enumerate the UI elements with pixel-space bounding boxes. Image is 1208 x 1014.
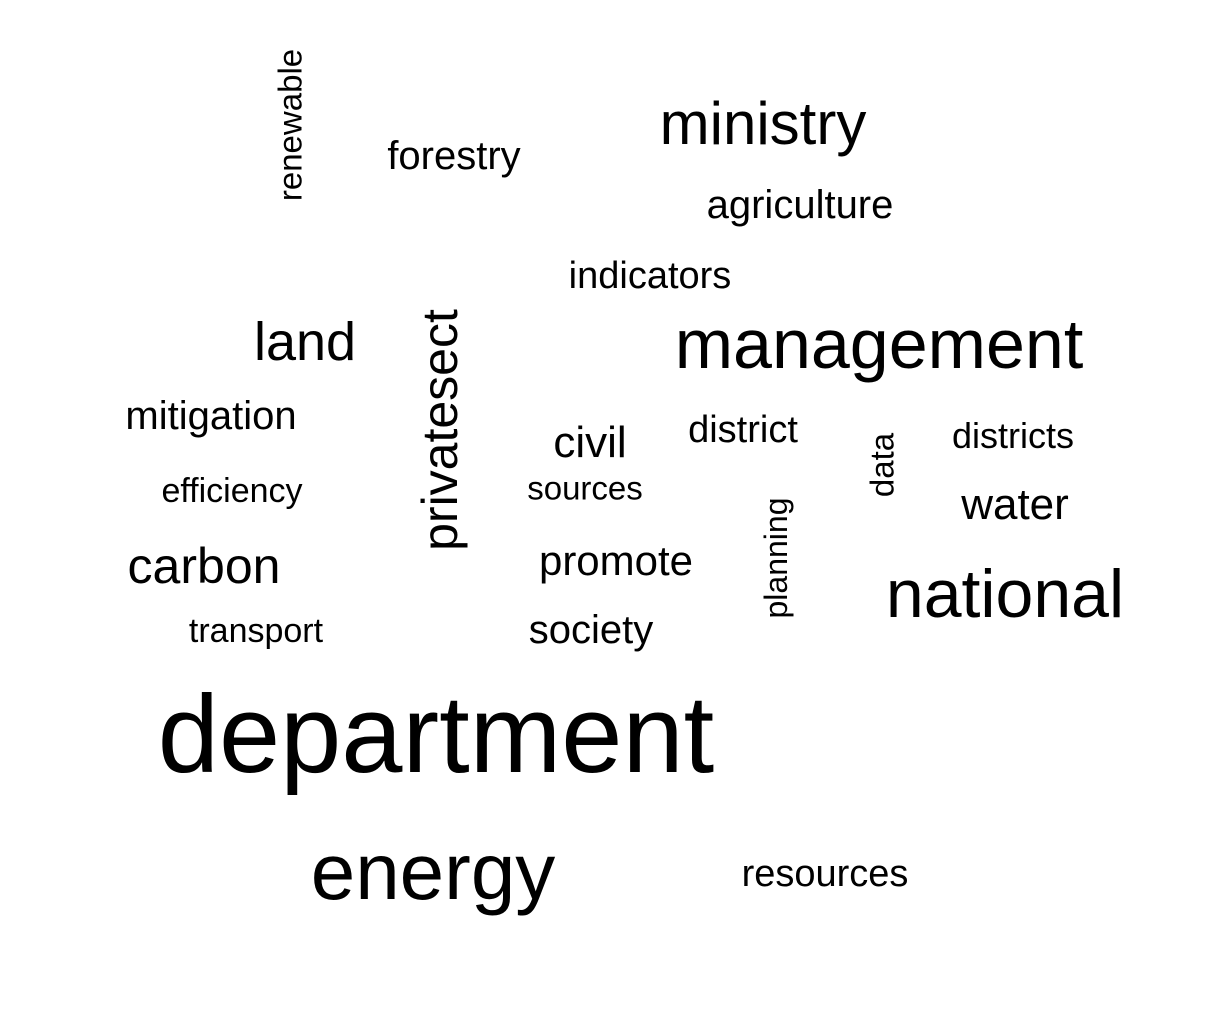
word-society: society: [528, 608, 654, 652]
word-data: data: [863, 432, 901, 498]
word-mitigation: mitigation: [125, 394, 297, 438]
word-planning: planning: [758, 497, 794, 619]
word-ministry: ministry: [659, 90, 867, 157]
word-energy: energy: [310, 827, 556, 916]
word-indicators: indicators: [568, 255, 732, 297]
word-renewable: renewable: [271, 48, 309, 202]
word-efficiency: efficiency: [161, 472, 303, 510]
word-transport: transport: [188, 612, 324, 650]
word-sources: sources: [527, 469, 643, 507]
word-water: water: [961, 480, 1069, 529]
word-department: department: [157, 673, 715, 796]
word-promote: promote: [538, 537, 694, 584]
word-districts: districts: [951, 415, 1075, 456]
word-land: land: [253, 312, 357, 372]
word-national: national: [885, 556, 1125, 632]
word-resources: resources: [741, 853, 909, 895]
word-district: district: [688, 409, 798, 451]
word-civil: civil: [553, 418, 627, 467]
word-management: management: [674, 305, 1084, 383]
word-privatesect: privatesect: [412, 309, 468, 551]
word-forestry: forestry: [387, 134, 521, 178]
word-agriculture: agriculture: [706, 183, 894, 227]
word-carbon: carbon: [127, 538, 281, 594]
